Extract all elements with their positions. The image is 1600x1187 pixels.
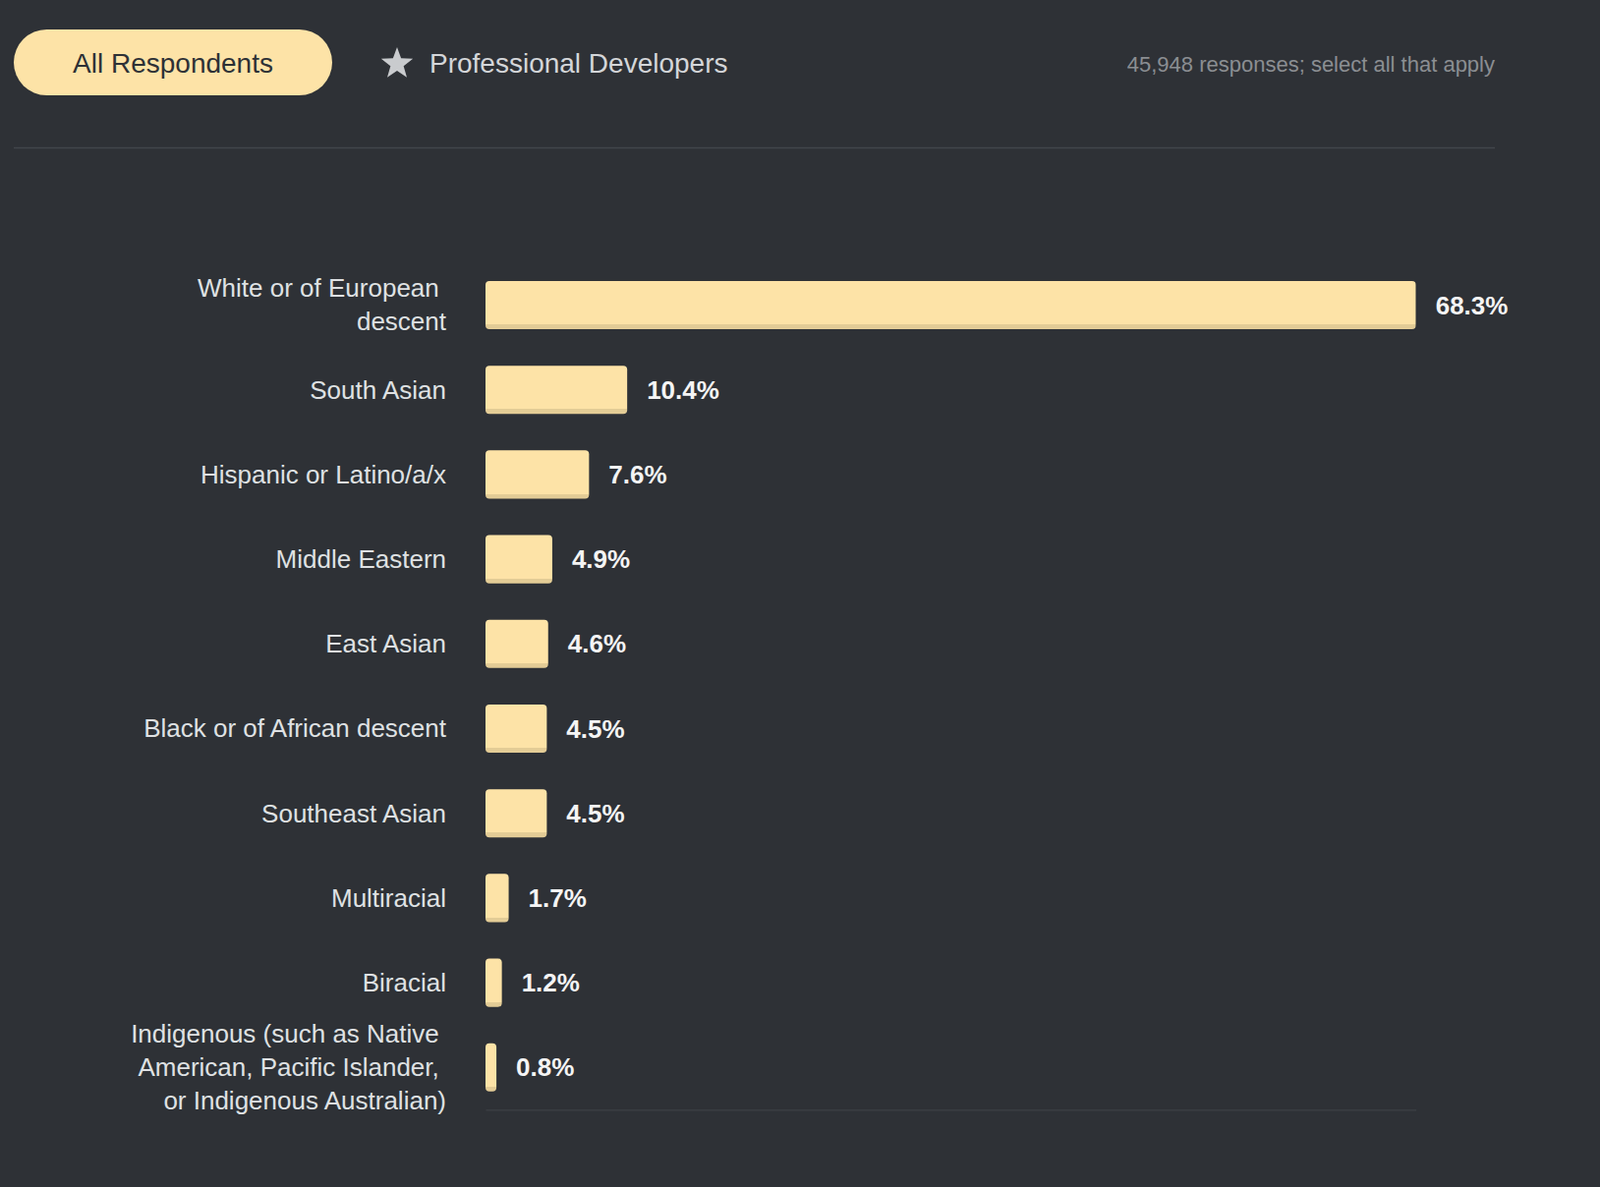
- y-tick: Middle Eastern: [276, 544, 447, 574]
- data-label: 4.9%: [571, 544, 630, 574]
- y-tick-label: Southeast Asian: [261, 799, 447, 829]
- data-label: 68.3%: [1435, 290, 1509, 321]
- header: All Respondents Professional Developers 45…: [13, 29, 1495, 149]
- y-axis: White or of European descent South Asian H…: [130, 263, 486, 1116]
- y-tick: South Asian: [309, 375, 447, 405]
- y-tick: Multiracial: [331, 883, 447, 914]
- tab-label[interactable]: Professional Developers: [429, 48, 729, 79]
- data-label: 1.2%: [521, 968, 580, 998]
- y-tick-label: Biracial: [362, 968, 447, 998]
- bar: [485, 789, 547, 838]
- chart: All Respondents Professional Developers 45…: [0, 0, 1600, 1187]
- bar: [485, 1043, 497, 1092]
- y-tick-label: Indigenous (such as Native American, Pac…: [130, 1019, 447, 1116]
- bar: [485, 959, 503, 1008]
- subtitle: 45,948 responses; select all that apply: [1127, 52, 1495, 77]
- bar: [485, 450, 589, 499]
- bar: [485, 873, 510, 922]
- bars: [485, 281, 1417, 1092]
- y-tick-label: Multiracial: [331, 883, 447, 914]
- tab-icon[interactable]: [381, 47, 413, 78]
- y-tick-label: Hispanic or Latino/a/x: [200, 459, 447, 490]
- bar: [485, 704, 547, 753]
- x-axis: [486, 1109, 1418, 1111]
- data-label: 4.6%: [568, 628, 627, 659]
- y-tick: White or of European descent: [197, 273, 448, 337]
- x-axis-line: [486, 1109, 1418, 1111]
- data-label: 0.8%: [515, 1052, 574, 1083]
- background: [0, 0, 1600, 1187]
- data-label: 10.4%: [646, 375, 720, 405]
- y-tick-label: Black or of African descent: [143, 713, 448, 743]
- y-tick-label: South Asian: [309, 375, 447, 405]
- data-label: 4.5%: [566, 799, 625, 829]
- tab-label[interactable]: All Respondents: [72, 48, 274, 79]
- y-tick: Black or of African descent: [143, 713, 448, 743]
- tab-selected[interactable]: [13, 29, 333, 96]
- y-tick: East Asian: [325, 628, 447, 659]
- data-labels: 68.3% 10.4% 7.6% 4.9% 4.6% 4.5% 4.5% 1.7% 1.2% 0.…: [515, 290, 1508, 1084]
- bar: [485, 535, 553, 584]
- y-tick-label: East Asian: [325, 628, 447, 659]
- y-tick-label: Middle Eastern: [276, 544, 447, 574]
- y-tick: Southeast Asian: [261, 799, 447, 829]
- data-label: 4.5%: [566, 714, 625, 744]
- bar: [485, 281, 1417, 330]
- data-label: 1.7%: [528, 883, 587, 914]
- y-tick-label: White or of European descent: [197, 273, 448, 337]
- y-tick: Indigenous (such as Native American, Pac…: [130, 1019, 447, 1116]
- separator: [13, 147, 1495, 150]
- bar: [485, 365, 628, 414]
- bar: [485, 620, 549, 669]
- y-tick: Biracial: [362, 968, 447, 998]
- y-tick: Hispanic or Latino/a/x: [200, 459, 447, 490]
- data-label: 7.6%: [608, 459, 667, 490]
